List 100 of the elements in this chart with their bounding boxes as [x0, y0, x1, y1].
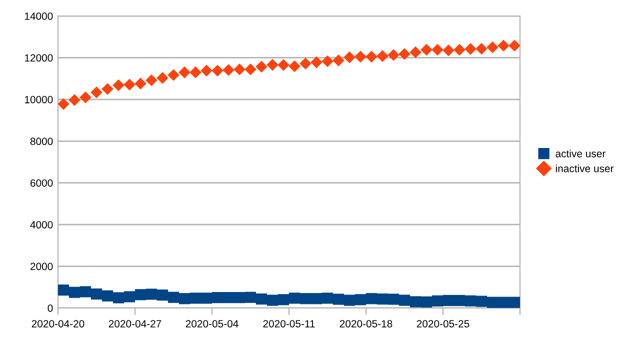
- point: [68, 286, 80, 298]
- point: [508, 296, 520, 308]
- point: [344, 294, 356, 306]
- point: [102, 290, 114, 302]
- y-tick-label: 14000: [24, 12, 53, 20]
- point: [332, 54, 344, 66]
- point: [244, 292, 256, 303]
- x-tick-label: 2020-05-04: [186, 320, 238, 328]
- point: [234, 292, 246, 304]
- point: [234, 64, 246, 76]
- point: [288, 292, 300, 304]
- point: [432, 44, 444, 56]
- point: [454, 44, 466, 56]
- point: [168, 69, 180, 81]
- point: [112, 292, 124, 304]
- point: [256, 60, 268, 73]
- point: [442, 44, 454, 56]
- point: [102, 83, 114, 95]
- point: [222, 64, 234, 76]
- legend-label: active user: [556, 150, 606, 158]
- point: [90, 288, 102, 300]
- point: [322, 55, 334, 68]
- point: [376, 293, 388, 305]
- point: [432, 295, 444, 306]
- point: [112, 79, 124, 92]
- point: [278, 59, 290, 71]
- point: [134, 289, 146, 300]
- y-tick-label: 12000: [24, 54, 53, 62]
- point: [124, 291, 136, 302]
- point: [366, 293, 378, 304]
- point: [486, 41, 498, 54]
- y-tick-label: 6000: [30, 179, 53, 187]
- y-tick-label: 4000: [30, 221, 53, 228]
- point: [156, 72, 168, 84]
- point: [388, 49, 400, 61]
- point: [332, 294, 344, 305]
- y-tick-label: 10000: [24, 96, 53, 104]
- point: [300, 293, 312, 304]
- point: [266, 58, 278, 71]
- point: [300, 58, 312, 70]
- point: [266, 294, 278, 306]
- point: [178, 293, 190, 304]
- point: [200, 292, 212, 304]
- point: [212, 64, 224, 77]
- point: [354, 294, 366, 306]
- point: [58, 284, 70, 296]
- point: [476, 42, 488, 55]
- point: [80, 91, 92, 104]
- point: [146, 74, 158, 86]
- point: [508, 40, 520, 52]
- point: [464, 295, 476, 306]
- point: [420, 44, 432, 56]
- point: [68, 94, 80, 106]
- x-tick-label: 2020-05-25: [416, 320, 470, 328]
- point: [464, 43, 476, 55]
- point: [90, 86, 102, 98]
- point: [146, 288, 158, 300]
- point: [310, 293, 322, 304]
- point: [168, 292, 180, 303]
- point: [388, 294, 400, 305]
- point: [58, 98, 70, 110]
- point: [410, 296, 422, 308]
- point: [156, 290, 168, 301]
- point: [212, 292, 224, 304]
- point: [310, 56, 322, 68]
- point: [288, 60, 300, 72]
- point: [134, 78, 146, 90]
- point: [124, 78, 136, 91]
- point: [344, 51, 356, 64]
- point: [322, 292, 334, 304]
- point: [498, 296, 510, 308]
- point: [244, 64, 256, 76]
- point: [222, 292, 234, 304]
- y-tick-label: 0: [48, 304, 53, 312]
- point: [398, 294, 410, 306]
- point: [190, 292, 202, 304]
- point: [366, 50, 378, 63]
- y-tick-label: 8000: [30, 138, 53, 146]
- point: [190, 66, 202, 78]
- point: [420, 296, 432, 308]
- point: [80, 286, 92, 298]
- x-tick-label: 2020-04-27: [108, 320, 162, 328]
- point: [398, 48, 410, 60]
- point: [486, 296, 498, 308]
- point: [256, 293, 268, 305]
- x-tick-label: 2020-04-20: [32, 320, 84, 328]
- x-tick-label: 2020-05-18: [340, 320, 392, 328]
- point: [376, 50, 388, 62]
- y-tick-label: 2000: [30, 262, 53, 270]
- point: [178, 66, 190, 78]
- legend-label: inactive user: [556, 164, 614, 172]
- point: [476, 296, 488, 307]
- point: [410, 46, 422, 58]
- point: [498, 40, 510, 52]
- point: [200, 64, 212, 77]
- point: [278, 294, 290, 306]
- x-tick-label: 2020-05-11: [263, 320, 315, 328]
- point: [442, 294, 454, 306]
- point: [454, 294, 466, 306]
- point: [354, 50, 366, 63]
